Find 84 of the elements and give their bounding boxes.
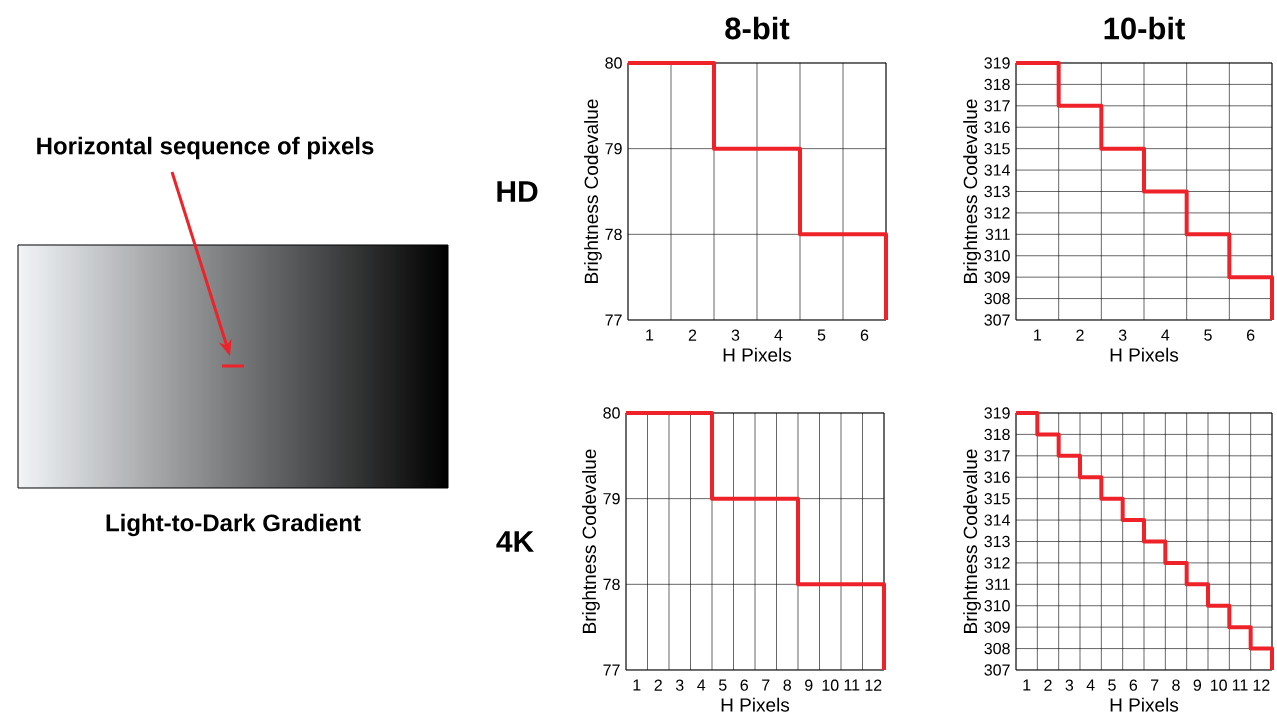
y-tick-label: 77 [605,314,622,326]
x-tick-label: 7 [1151,679,1159,691]
chart-title: 8-bit [725,16,790,40]
x-tick-label: 2 [1076,329,1084,341]
y-tick-label: 309 [984,621,1010,633]
text: Light-to-Dark Gradient [106,513,361,537]
x-tick-label: 9 [1193,679,1202,691]
x-tick-label: 7 [762,679,770,691]
x-tick-label: 10 [1211,679,1227,691]
x-tick-label: 11 [844,679,860,691]
y-tick-label: 314 [984,164,1010,176]
y-tick-label: 308 [984,292,1010,305]
x-tick-label: 1 [646,329,654,341]
x-tick-label: 1 [1023,679,1031,691]
x-tick-label: 5 [1108,679,1116,691]
y-tick-label: 319 [984,57,1010,69]
text: 4K [496,531,534,552]
x-tick-label: 11 [1232,679,1248,691]
y-tick-label: 311 [985,578,1010,590]
x-tick-label: 4 [774,329,783,341]
y-tick-label: 307 [984,314,1010,326]
y-tick-label: 80 [603,407,620,419]
x-tick-label: 5 [1204,329,1212,341]
y-tick-label: 313 [984,185,1010,198]
y-tick-label: 312 [984,557,1010,569]
y-tick-label: 308 [984,642,1010,655]
x-tick-label: 8 [783,679,792,691]
chart-title: 10-bit [1104,16,1185,40]
x-tick-label: 3 [731,329,740,341]
y-tick-label: 313 [984,535,1010,548]
x-tick-label: 5 [817,329,826,341]
x-tick-label: 2 [1044,679,1052,691]
x-axis-title: H Pixels [1110,697,1179,712]
x-tick-label: 4 [697,679,706,691]
x-tick-label: 12 [1253,679,1270,691]
x-tick-label: 3 [1118,329,1127,341]
y-tick-label: 316 [984,121,1010,133]
x-tick-label: 6 [860,329,869,341]
x-tick-label: 4 [1086,679,1095,691]
x-tick-label: 1 [1034,329,1041,341]
y-tick-label: 78 [605,228,622,240]
x-tick-label: 10 [822,679,839,691]
y-tick-label: 315 [984,492,1010,505]
y-tick-label: 311 [985,228,1010,240]
x-tick-label: 4 [1161,329,1170,341]
x-tick-label: 8 [1172,679,1180,691]
x-tick-label: 2 [654,679,662,691]
x-tick-label: 9 [805,679,813,691]
y-tick-label: 314 [984,514,1010,526]
y-tick-label: 316 [984,471,1010,483]
y-tick-label: 318 [984,428,1010,441]
y-tick-label: 80 [605,57,622,69]
y-axis-title: Brightness Codevalue [584,99,602,283]
y-tick-label: 309 [984,271,1010,283]
x-tick-label: 3 [675,679,684,691]
y-tick-label: 78 [603,578,620,590]
text: Horizontal sequence of pixels [37,136,374,160]
x-tick-label: 5 [718,679,727,691]
y-axis-title: Brightness Codevalue [582,449,600,633]
x-tick-label: 6 [1247,329,1255,341]
y-tick-label: 79 [605,143,622,155]
x-tick-label: 6 [740,679,748,691]
y-tick-label: 77 [603,664,620,676]
y-tick-label: 317 [984,100,1010,112]
x-axis-title: H Pixels [721,697,790,712]
y-tick-label: 318 [984,78,1010,91]
x-tick-label: 6 [1129,679,1138,691]
y-tick-label: 307 [984,664,1010,676]
y-tick-label: 312 [984,207,1010,219]
y-tick-label: 79 [603,492,620,505]
x-axis-title: H Pixels [723,347,792,362]
y-tick-label: 310 [984,600,1010,612]
y-axis-title: Brightness Codevalue [963,449,981,633]
text: HD [497,181,538,202]
y-tick-label: 319 [984,407,1010,419]
y-tick-label: 317 [984,450,1010,462]
y-tick-label: 310 [984,250,1010,262]
x-tick-label: 1 [633,679,641,691]
x-axis-title: H Pixels [1110,347,1179,362]
x-tick-label: 2 [688,329,697,341]
y-tick-label: 315 [984,143,1010,155]
y-axis-title: Brightness Codevalue [963,99,981,283]
x-tick-label: 3 [1065,679,1074,691]
x-tick-label: 12 [865,679,882,691]
